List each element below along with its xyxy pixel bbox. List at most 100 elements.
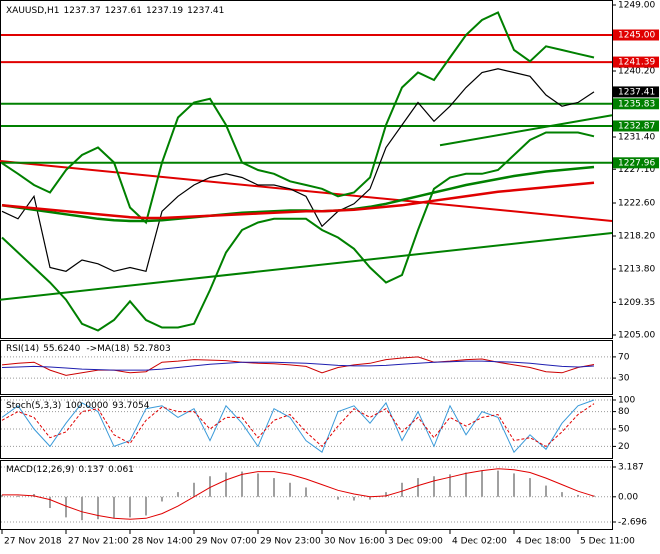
ohlc-value: 1237.61 xyxy=(105,6,142,16)
macd-bar xyxy=(273,478,275,497)
macd-bar xyxy=(129,496,131,518)
x-tick-label: 29 Nov 07:00 xyxy=(196,537,257,547)
x-tick-label: 3 Dec 09:00 xyxy=(388,537,443,547)
y-tick-label: 1213.80 xyxy=(618,265,655,275)
y-tick-label: 1231.40 xyxy=(618,133,655,143)
y-tick-label: 0.00 xyxy=(618,492,638,502)
x-tick-label: 28 Nov 14:00 xyxy=(132,537,193,547)
macd-bar xyxy=(465,472,467,497)
macd-bar xyxy=(289,482,291,497)
price-box xyxy=(613,86,659,98)
y-tick-label: 50 xyxy=(618,425,630,435)
macd-bar xyxy=(145,496,147,516)
indicator-name: MACD(12,26,9) xyxy=(6,465,74,475)
ma-name: ->MA(18) xyxy=(86,344,129,354)
macd-bar xyxy=(369,496,371,500)
x-tick-label: 5 Dec 11:00 xyxy=(580,537,635,547)
series-line xyxy=(1,399,595,454)
level-label: 1227.96 xyxy=(618,158,655,168)
macd-bar xyxy=(545,485,547,497)
macd-bar xyxy=(193,482,195,497)
y-tick-label: 1227.10 xyxy=(618,165,655,175)
macd-bar xyxy=(385,492,387,497)
panel-title: Stoch(5,3,3) 100.0000 93.7054 xyxy=(6,401,150,411)
macd-bar xyxy=(17,495,19,497)
y-tick-label: 1209.35 xyxy=(618,298,655,308)
symbol: XAUUSD,H1 xyxy=(6,6,60,16)
macd-bar xyxy=(97,496,99,520)
macd-bar xyxy=(33,493,35,497)
macd-bar xyxy=(401,482,403,497)
macd-bar xyxy=(1,494,3,497)
macd-bar xyxy=(497,470,499,497)
header: XAUUSD,H1 1237.37 1237.61 1237.19 1237.41 xyxy=(6,6,224,16)
y-tick-label: 1249.00 xyxy=(618,1,655,11)
indicator-name: Stoch(5,3,3) xyxy=(6,401,61,411)
series-line xyxy=(1,68,595,273)
macd-bar xyxy=(81,496,83,521)
ohlc-value: 1237.41 xyxy=(187,6,224,16)
macd-bar xyxy=(49,496,51,509)
macd-bar xyxy=(337,496,339,500)
macd-bar xyxy=(561,492,563,497)
macd-bar xyxy=(209,476,211,497)
readout: 55.6240 xyxy=(43,344,80,354)
y-tick-label: 70 xyxy=(618,352,630,362)
macd-bar xyxy=(417,478,419,497)
panel-title: RSI(14) 55.6240 ->MA(18) 52.7803 xyxy=(6,344,171,354)
panel-title: MACD(12,26,9) 0.137 0.061 xyxy=(6,465,134,475)
level-label: 1245.00 xyxy=(618,31,655,41)
y-tick-label: 80 xyxy=(618,407,630,417)
x-tick-label: 27 Nov 21:00 xyxy=(68,537,129,547)
price-label: 1237.41 xyxy=(618,87,655,97)
indicator-name: RSI(14) xyxy=(6,344,39,354)
macd-bar xyxy=(241,471,243,497)
trendline xyxy=(0,232,613,301)
readout: 0.137 xyxy=(78,465,104,475)
y-tick-label: 100 xyxy=(618,396,635,406)
level-label: 1235.83 xyxy=(618,99,655,109)
macd-bar xyxy=(65,496,67,518)
y-tick-label: 30 xyxy=(618,374,630,384)
series-line xyxy=(1,131,595,332)
macd-bar xyxy=(177,492,179,497)
macd-bar xyxy=(433,476,435,497)
y-tick-label: 1240.20 xyxy=(618,67,655,77)
y-tick-label: 1205.00 xyxy=(618,331,655,341)
ohlc-value: 1237.19 xyxy=(146,6,183,16)
series-line xyxy=(1,11,595,225)
x-tick-label: 4 Dec 02:00 xyxy=(452,537,507,547)
macd-bar xyxy=(481,470,483,497)
x-tick-label: 27 Nov 2018 xyxy=(4,537,62,547)
ohlc-value: 1237.37 xyxy=(64,6,101,16)
readout: 0.061 xyxy=(108,465,134,475)
macd-bar xyxy=(225,472,227,497)
macd-signal xyxy=(2,468,595,520)
trendline xyxy=(439,114,613,147)
level-label: 1232.87 xyxy=(618,121,655,131)
series-line xyxy=(1,403,595,448)
macd-frame xyxy=(0,460,613,530)
macd-bar xyxy=(113,496,115,519)
y-tick-label: 3.187 xyxy=(618,463,644,473)
y-tick-label: 1222.60 xyxy=(618,199,655,209)
level-box xyxy=(613,120,659,132)
macd-bar xyxy=(161,496,163,502)
series-line xyxy=(1,181,595,220)
y-tick-label: 1218.20 xyxy=(618,232,655,242)
level-box xyxy=(613,98,659,110)
readout: 100.0000 xyxy=(65,401,108,411)
macd-bar xyxy=(305,487,307,497)
macd-bar xyxy=(449,474,451,497)
level-box xyxy=(613,56,659,68)
y-tick-label: 20 xyxy=(618,442,630,452)
series-line xyxy=(1,356,595,376)
stoch-frame xyxy=(0,396,613,459)
level-box xyxy=(613,157,659,169)
trendline xyxy=(0,160,613,222)
macd-bar xyxy=(353,496,355,501)
level-box xyxy=(613,29,659,41)
macd-bar xyxy=(529,478,531,497)
